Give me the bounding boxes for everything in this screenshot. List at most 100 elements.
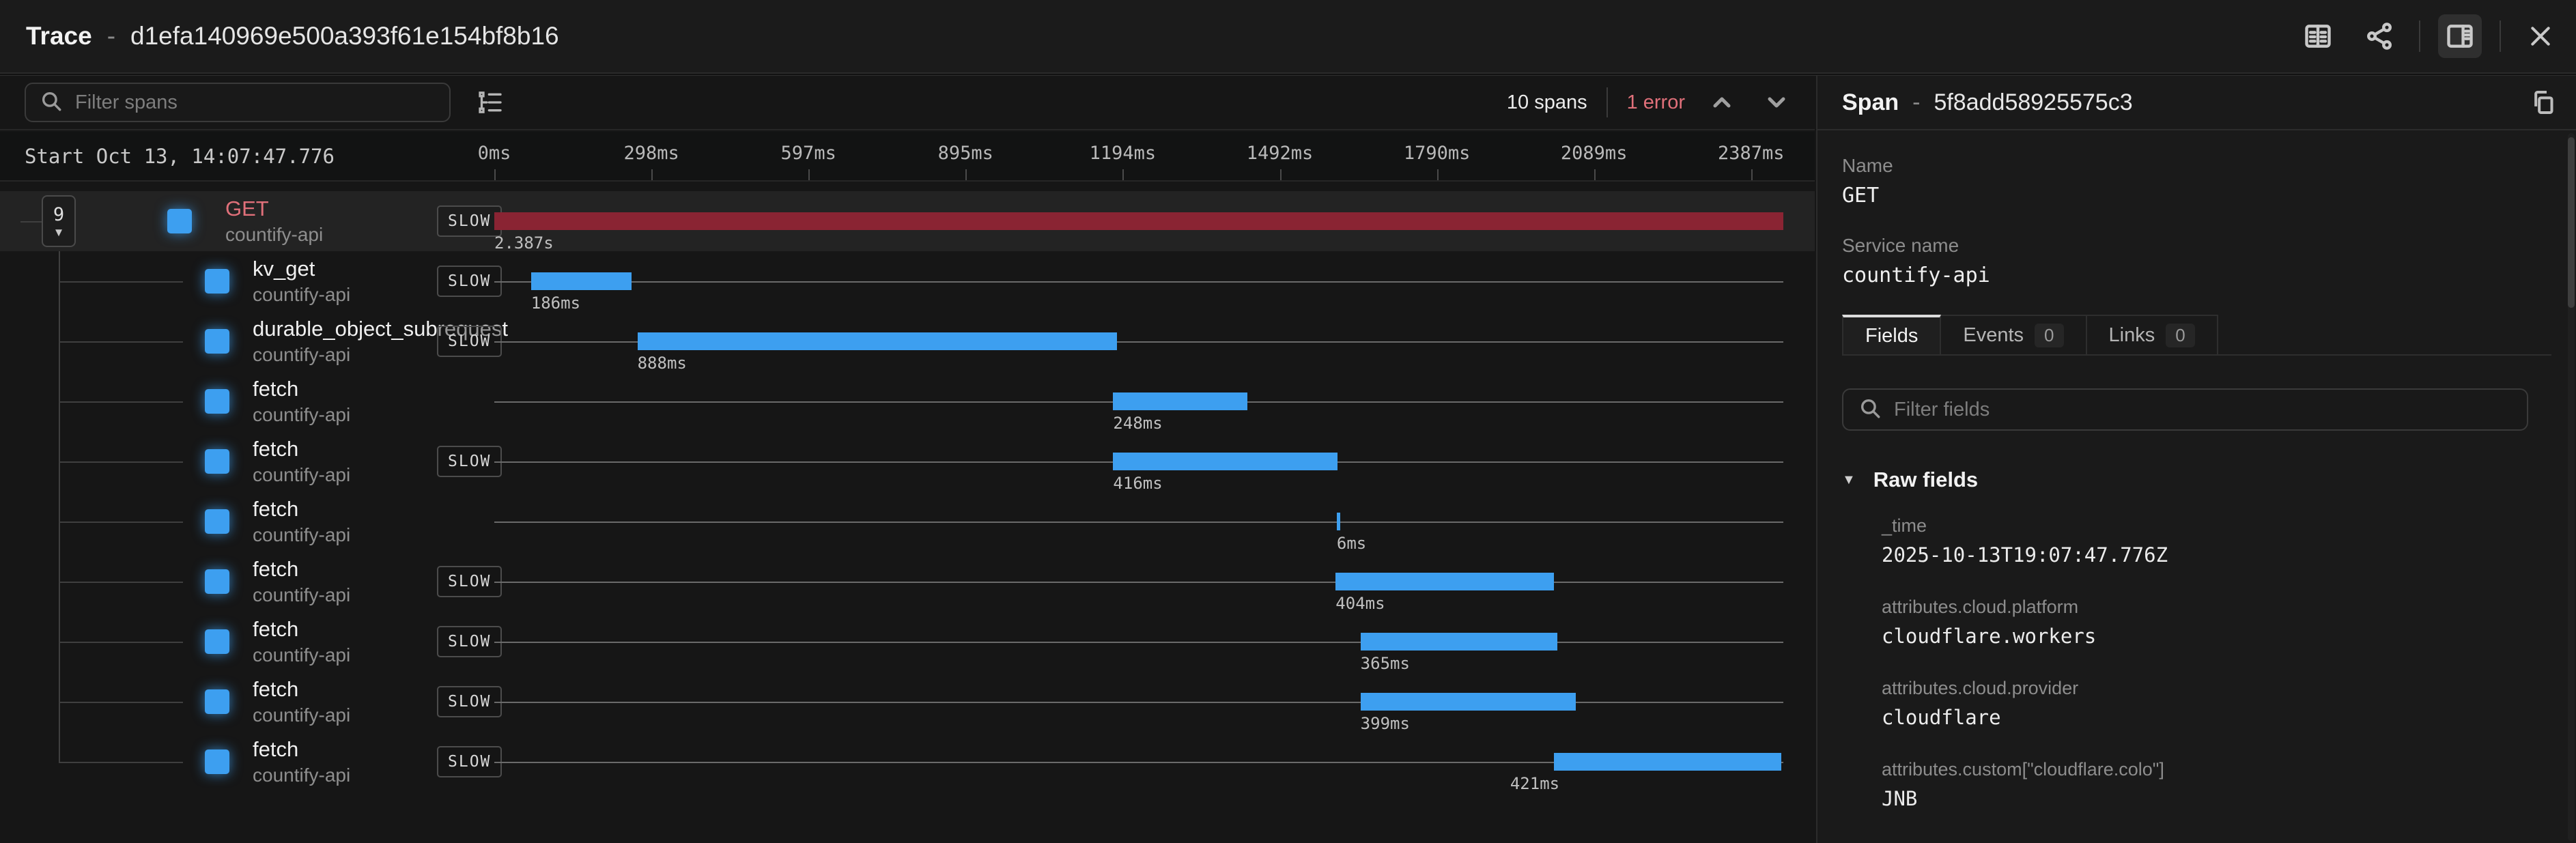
error-count: 1 error bbox=[1626, 91, 1685, 113]
span-service: countify-api bbox=[253, 764, 351, 786]
spans-toolbar: 10 spans 1 error bbox=[0, 76, 1815, 130]
tree-connector bbox=[59, 702, 183, 703]
span-service: countify-api bbox=[253, 704, 351, 726]
span-row[interactable]: durable_object_subrequest countify-api SLO… bbox=[0, 311, 1815, 373]
duration-label: 416ms bbox=[1113, 474, 1163, 493]
span-row[interactable]: kv_get countify-api SLOW 186ms bbox=[0, 251, 1815, 313]
span-labels: fetch countify-api bbox=[253, 676, 350, 727]
span-row[interactable]: fetch countify-api SLOW 404ms bbox=[0, 552, 1815, 613]
span-timeline: 399ms bbox=[494, 672, 1783, 733]
duration-bar[interactable] bbox=[1360, 693, 1576, 711]
duration-bar[interactable] bbox=[1336, 513, 1340, 530]
timeline-tick-mark bbox=[494, 169, 496, 180]
chevron-down-icon: ▼ bbox=[53, 226, 65, 239]
toggle-side-panel-button[interactable] bbox=[2438, 14, 2482, 58]
share-icon[interactable] bbox=[2358, 14, 2401, 58]
span-service: countify-api bbox=[253, 524, 351, 545]
span-detail-body: Name GET Service name countify-api Field… bbox=[1817, 132, 2576, 843]
span-kind-icon bbox=[205, 269, 229, 294]
span-title-separator: - bbox=[1912, 89, 1921, 115]
duration-bar[interactable] bbox=[1553, 753, 1781, 771]
duration-bar[interactable] bbox=[1113, 453, 1338, 470]
timeline-tick-mark bbox=[651, 169, 653, 180]
span-name: fetch bbox=[253, 677, 299, 702]
span-row[interactable]: fetch countify-api SLOW 416ms bbox=[0, 431, 1815, 493]
timeline-tick-label: 1790ms bbox=[1403, 143, 1471, 164]
slow-badge: SLOW bbox=[437, 746, 503, 777]
span-service: countify-api bbox=[225, 223, 324, 245]
span-kind-icon bbox=[205, 569, 229, 594]
duration-bar[interactable] bbox=[530, 272, 632, 290]
timeline-tick-mark bbox=[1279, 169, 1282, 180]
tab-label: Fields bbox=[1865, 324, 1919, 347]
tab-fields[interactable]: Fields bbox=[1842, 315, 1942, 354]
span-labels: fetch countify-api bbox=[253, 376, 350, 427]
search-icon bbox=[40, 89, 63, 116]
span-labels: durable_object_subrequest countify-api bbox=[253, 316, 508, 367]
span-row[interactable]: fetch countify-api SLOW 365ms bbox=[0, 612, 1815, 673]
expander-toggle[interactable]: 9 ▼ bbox=[42, 195, 76, 247]
tree-connector bbox=[59, 642, 183, 643]
raw-fields-title: Raw fields bbox=[1873, 468, 1979, 491]
duration-bar[interactable] bbox=[637, 332, 1117, 350]
previous-error-button[interactable] bbox=[1704, 85, 1740, 120]
raw-fields-section-toggle[interactable]: ▼ Raw fields bbox=[1842, 468, 2551, 492]
detail-scrollbar-thumb[interactable] bbox=[2568, 137, 2575, 308]
next-error-button[interactable] bbox=[1759, 85, 1794, 120]
topbar-divider bbox=[2500, 20, 2501, 52]
span-name-label: Name bbox=[1842, 155, 1893, 176]
tab-links[interactable]: Links 0 bbox=[2086, 315, 2218, 354]
duration-label: 248ms bbox=[1113, 414, 1163, 433]
span-row[interactable]: fetch countify-api SLOW 421ms bbox=[0, 732, 1815, 793]
span-kind-icon bbox=[205, 509, 229, 534]
field-key: _time bbox=[1882, 515, 1927, 536]
raw-fields-list: _time 2025-10-13T19:07:47.776Z attributes.… bbox=[1882, 515, 2551, 843]
tab-count-badge: 0 bbox=[2035, 323, 2064, 347]
timeline-tick-mark bbox=[1594, 169, 1596, 180]
duration-bar[interactable] bbox=[494, 212, 1783, 230]
duration-bar[interactable] bbox=[1335, 573, 1554, 590]
span-name-value: GET bbox=[1842, 184, 1880, 208]
copy-icon[interactable] bbox=[2530, 89, 2557, 116]
span-timeline: 2.387s bbox=[494, 191, 1783, 253]
trace-entity-label: Trace bbox=[26, 22, 92, 50]
span-name: durable_object_subrequest bbox=[253, 317, 508, 341]
slow-badge: SLOW bbox=[437, 205, 503, 237]
span-row[interactable]: fetch countify-api SLOW 399ms bbox=[0, 672, 1815, 733]
timeline-tick-label: 0ms bbox=[477, 143, 511, 164]
span-timeline: 186ms bbox=[494, 251, 1783, 313]
duration-label: 365ms bbox=[1360, 654, 1410, 673]
slow-badge: SLOW bbox=[437, 626, 503, 657]
close-icon[interactable] bbox=[2519, 14, 2562, 58]
span-service-block: Service name countify-api bbox=[1842, 235, 2551, 287]
field-value: JNB bbox=[1882, 787, 1918, 810]
timeline-track bbox=[494, 702, 1783, 703]
span-row[interactable]: 9 ▼ GET countify-api SLOW 2.387s bbox=[0, 191, 1815, 253]
tab-events[interactable]: Events 0 bbox=[1941, 315, 2087, 354]
filter-fields-input[interactable] bbox=[1894, 398, 2512, 421]
field-value: cloudflare.workers bbox=[1882, 625, 2097, 648]
span-labels: GET countify-api bbox=[225, 196, 323, 246]
span-row[interactable]: fetch countify-api 6ms bbox=[0, 491, 1815, 553]
duration-label: 404ms bbox=[1335, 594, 1385, 613]
tab-label: Events bbox=[1963, 324, 2024, 346]
slow-badge: SLOW bbox=[437, 566, 503, 597]
slow-badge: SLOW bbox=[437, 446, 503, 477]
span-timeline: 404ms bbox=[494, 552, 1783, 613]
table-view-icon[interactable] bbox=[2296, 14, 2340, 58]
duration-bar[interactable] bbox=[1113, 392, 1247, 410]
top-bar: Trace - d1efa140969e500a393f61e154bf8b16 bbox=[0, 0, 2576, 74]
filter-spans-input[interactable] bbox=[75, 91, 436, 114]
counts-divider bbox=[1606, 87, 1608, 117]
span-service: countify-api bbox=[253, 283, 351, 305]
filter-spans-input-wrap bbox=[25, 83, 451, 122]
tree-view-icon[interactable] bbox=[477, 89, 504, 116]
span-row[interactable]: fetch countify-api 248ms bbox=[0, 371, 1815, 433]
timeline-tick-label: 1492ms bbox=[1246, 143, 1314, 164]
timeline-track bbox=[494, 582, 1783, 583]
duration-label: 888ms bbox=[637, 354, 687, 373]
span-service: countify-api bbox=[253, 343, 351, 365]
span-detail-panel: Span - 5f8add58925575c3 Name GET Service… bbox=[1816, 76, 2576, 843]
duration-bar[interactable] bbox=[1360, 633, 1558, 651]
span-timeline: 6ms bbox=[494, 491, 1783, 553]
